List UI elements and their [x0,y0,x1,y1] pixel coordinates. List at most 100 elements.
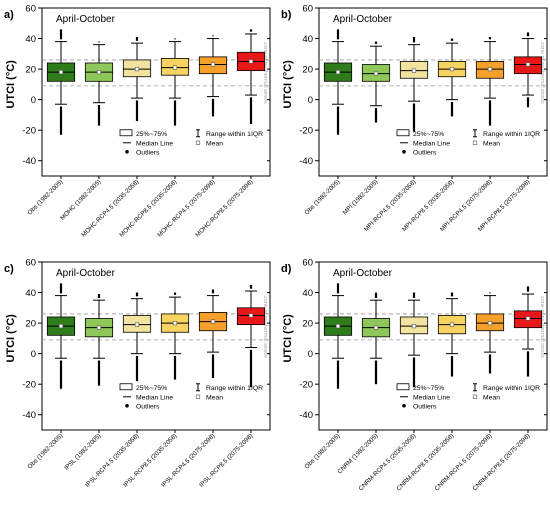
legend-range-label: Range within 1IQR [206,385,263,392]
y-tick-label: -40 [299,156,313,167]
chart-panel-c: c) April-October UTCI (°C) -40 -20 0 20 40 60 zon… [4,258,271,489]
legend-box-label: 25%~75% [136,385,167,392]
mean-marker [373,325,379,330]
box-3 [399,37,429,132]
box-6 [513,32,543,108]
mean-marker [248,59,254,64]
mean-marker [487,66,493,72]
y-tick-label: 20 [302,65,313,76]
mean-marker [335,324,341,329]
legend-mean-swatch [472,394,478,399]
panel-label: a) [4,9,14,21]
y-axis-label: UTCI (°C) [282,60,294,109]
legend-median-label: Median Line [413,394,450,401]
panel-label: b) [281,9,292,21]
y-tick-label: 60 [25,258,36,269]
box-5 [198,289,228,379]
plot-frame [41,261,271,431]
thermal-stress-note: zone of no thermal stress [262,42,268,104]
x-tick-label: Obs (1982-2005) [26,432,64,470]
legend-mean-label: Mean [483,394,500,401]
mean-marker [411,324,417,329]
legend: 25%~75% Median Line Outliers Range within 1… [396,383,540,410]
y-tick-label: 20 [25,319,36,330]
y-tick-label: 20 [302,319,313,330]
box-1 [46,29,76,135]
y-tick-label: -40 [299,410,313,421]
legend-range-label: Range within 1IQR [483,385,540,392]
box-3 [122,292,152,382]
mean-marker [449,322,455,327]
box-1 [323,29,353,135]
legend-mean-label: Mean [206,394,223,401]
y-tick-label: -20 [22,126,36,137]
mean-marker [487,320,493,326]
legend-median-label: Median Line [136,394,173,401]
legend-outliers-label: Outliers [413,403,437,410]
legend-outliers-label: Outliers [413,149,437,156]
plot-frame [41,7,271,177]
x-tick-label: Obs (1982-2005) [303,432,341,470]
legend-box-swatch [396,383,410,391]
box-6 [513,286,543,377]
box-2 [84,41,114,126]
y-tick-label: 40 [302,34,313,45]
chart-title: April-October [56,268,116,279]
mean-marker [58,324,64,329]
y-tick-label: -40 [22,156,36,167]
legend-box-label: 25%~75% [413,131,444,138]
x-tick-label: MPI (1982-2005) [342,178,380,216]
legend-mean-label: Mean [483,140,500,147]
legend-mean-swatch [195,140,201,145]
mean-marker [96,70,102,75]
y-tick-label: 0 [31,95,36,106]
legend-mean-swatch [195,394,201,399]
legend-box-label: 25%~75% [413,385,444,392]
y-tick-label: 0 [308,349,313,360]
box-3 [122,37,152,122]
mean-marker [525,316,531,321]
y-axis-label: UTCI (°C) [5,60,17,109]
mean-marker [134,66,140,72]
y-tick-label: 40 [25,288,36,299]
mean-marker [525,62,531,67]
y-tick-label: 20 [25,65,36,76]
panel-label: c) [4,263,14,275]
legend-mean-swatch [472,140,478,145]
box-4 [437,292,467,377]
legend-mean-label: Mean [206,140,223,147]
x-tick-label: MOHC (1982-2005) [59,178,102,221]
y-tick-label: 60 [302,258,313,269]
y-tick-label: -20 [299,380,313,391]
y-tick-label: -20 [299,126,313,137]
x-tick-label: Obs (1982-2005) [26,178,64,216]
mean-marker [449,66,455,72]
box-6 [236,29,266,125]
y-tick-label: 60 [25,4,36,15]
y-tick-label: -40 [22,410,36,421]
legend: 25%~75% Median Line Outliers Range within 1… [396,129,540,156]
box-2 [361,41,391,123]
box-5 [475,37,505,126]
legend-box-swatch [396,129,410,137]
legend: 25%~75% Median Line Outliers Range within 1… [119,383,263,410]
legend-outlier-swatch [125,149,129,154]
chart-panel-a: a) April-October UTCI (°C) -40 -20 0 20 40 60 zon… [4,4,271,239]
y-tick-label: 0 [31,349,36,360]
legend-box-swatch [119,383,133,391]
legend-range-label: Range within 1IQR [206,131,263,138]
thermal-stress-note: zone of no thermal stress [262,296,268,358]
x-tick-label: Obs (1982-2005) [303,178,341,216]
y-tick-label: 40 [25,34,36,45]
mean-marker [248,313,254,318]
y-tick-label: 60 [302,4,313,15]
legend-outliers-label: Outliers [136,403,160,410]
box-4 [160,292,190,380]
legend-outliers-label: Outliers [136,149,160,156]
panel-label: d) [281,263,292,275]
chart-title: April-October [333,14,393,25]
mean-marker [58,70,64,75]
legend-outlier-swatch [402,149,406,154]
mean-marker [335,70,341,75]
